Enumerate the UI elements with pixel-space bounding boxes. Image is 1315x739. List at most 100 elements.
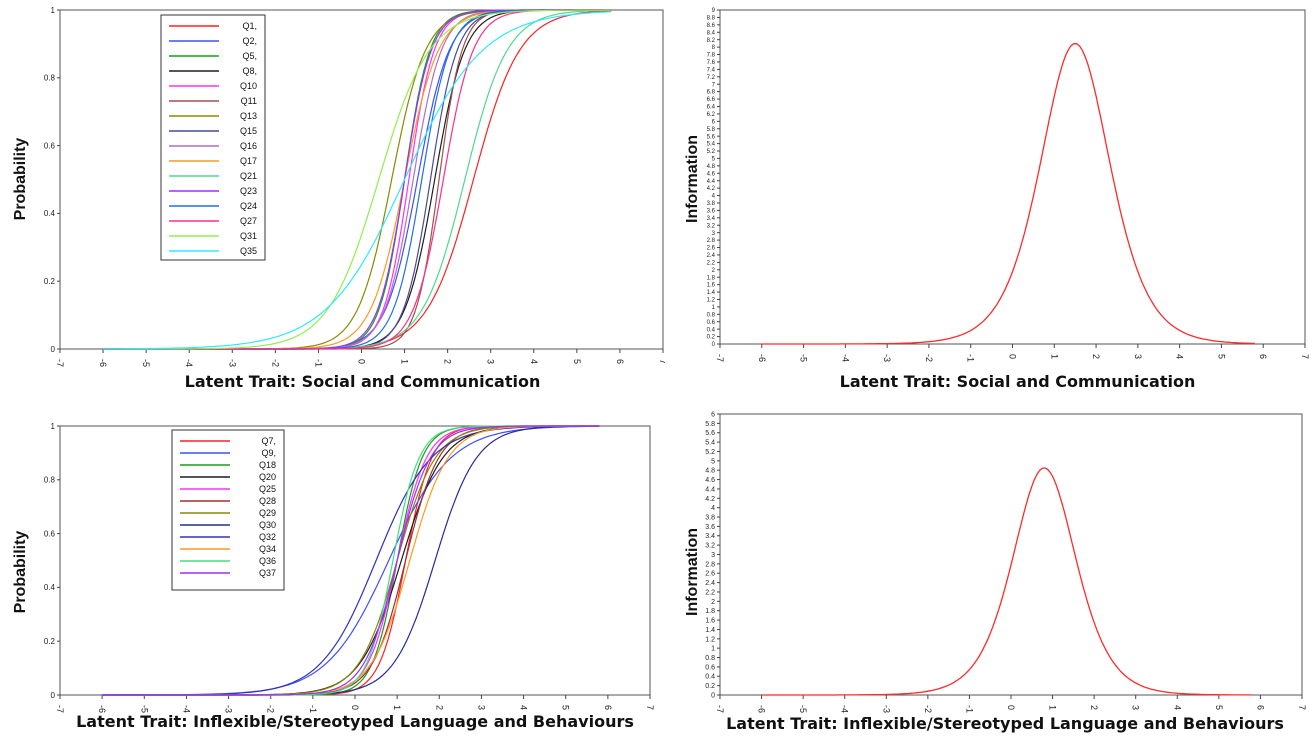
x-tick-label: 0 [350, 705, 360, 710]
plot-frame [720, 10, 1305, 344]
x-tick-label: 4 [1172, 705, 1182, 710]
legend-label: Q7, [261, 436, 276, 446]
y-tick-label: 5.8 [705, 421, 715, 428]
y-tick-label: 8.6 [707, 23, 716, 29]
legend-label: Q20 [259, 472, 276, 482]
icc-chart-inflexible: 00.20.40.60.81-7 -6 -5 -4 -3 -2 -1 0 1 2 3 4 5 6 7Q7,Q… [0, 408, 665, 739]
y-tick-label: 8.8 [707, 16, 716, 22]
y-tick-label: 4.8 [705, 468, 715, 475]
y-tick-label: 2.4 [707, 253, 716, 259]
x-tick-label: -7 [55, 359, 65, 367]
legend-label: Q21 [240, 171, 257, 181]
y-tick-label: 0.4 [44, 583, 56, 592]
x-tick-label: -2 [924, 354, 934, 362]
legend-label: Q16 [240, 141, 257, 151]
x-tick-label: -6 [757, 354, 767, 362]
y-tick-label: 5 [711, 458, 715, 465]
y-tick-label: 5.4 [705, 440, 715, 447]
y-tick-label: 0.2 [44, 637, 56, 646]
y-tick-label: 0.8 [44, 74, 56, 83]
x-tick-label: 3 [476, 705, 486, 710]
plot-frame [60, 10, 663, 349]
y-tick-label: 1.2 [705, 636, 715, 643]
x-tick-label: -2 [270, 359, 280, 367]
y-tick-label: 0.6 [44, 529, 56, 538]
legend-label: Q18 [259, 460, 276, 470]
plot-frame [720, 414, 1302, 695]
x-tick-label: 1 [1049, 354, 1059, 359]
y-tick-label: 4.4 [707, 179, 716, 185]
y-tick-label: 0.4 [707, 327, 716, 333]
y-tick-label: 0.2 [707, 335, 716, 341]
x-tick-label: -7 [715, 354, 725, 362]
y-tick-label: 7.4 [707, 67, 716, 73]
y-tick-label: 4.4 [705, 486, 715, 493]
y-tick-label: 2.6 [705, 571, 715, 578]
y-tick-label: 2.2 [707, 260, 716, 266]
x-tick-label: 6 [615, 359, 625, 364]
y-tick-label: 3 [712, 231, 716, 237]
y-tick-label: 2.6 [707, 246, 716, 252]
y-tick-label: 3.8 [707, 201, 716, 207]
y-tick-label: 2.8 [705, 561, 715, 568]
y-tick-label: 1.4 [705, 627, 715, 634]
y-tick-label: 5.2 [705, 449, 715, 456]
y-tick-label: 1.6 [707, 283, 716, 289]
y-tick-label: 2.8 [707, 238, 716, 244]
y-tick-label: 2.2 [705, 589, 715, 596]
x-tick-label: -5 [799, 354, 809, 362]
legend-label: Q2, [242, 36, 257, 46]
x-tick-label: 4 [519, 705, 529, 710]
y-tick-label: 1 [51, 422, 56, 431]
y-tick-label: 4.6 [707, 171, 716, 177]
y-tick-label: 3 [711, 552, 715, 559]
y-tick-label: 7.6 [707, 60, 716, 66]
y-tick-label: 5.2 [707, 149, 716, 155]
info-panel-inflexible: Information 0 0.2 0.4 0.6 0.8 1 1.2 1.4 1.6 1.8 2 2… [670, 408, 1315, 739]
legend-label: Q31 [240, 231, 257, 241]
plot-frame [60, 426, 650, 695]
y-tick-label: 3.8 [705, 514, 715, 521]
information-curve [762, 44, 1255, 344]
y-axis-title-icc1: Probability [12, 124, 30, 234]
x-axis-title-icc2: Latent Trait: Inflexible/Stereotyped Lan… [40, 712, 670, 731]
y-tick-label: 8.2 [707, 38, 716, 44]
legend-label: Q24 [240, 201, 257, 211]
legend: Q1, Q2, Q5, Q8, Q10 Q11 Q13 Q15 Q16 Q17 Q21 Q23 Q24 Q… [161, 15, 265, 260]
y-tick-label: 0.8 [44, 476, 56, 485]
y-tick-label: 0.4 [44, 209, 56, 218]
information-chart-social: 00.20.40.60.811.21.41.61.822.22.42.62.83… [670, 0, 1315, 372]
y-tick-label: 9 [712, 8, 716, 14]
legend-label: Q25 [259, 484, 276, 494]
legend-label: Q35 [240, 246, 257, 256]
y-tick-label: 0 [51, 691, 56, 700]
x-tick-label: 7 [1300, 354, 1310, 359]
y-tick-label: 2.4 [705, 580, 715, 587]
y-tick-label: 1 [51, 6, 56, 15]
y-tick-label: 7 [712, 82, 716, 88]
y-tick-label: 4 [712, 194, 716, 200]
legend-label: Q9, [261, 448, 276, 458]
y-tick-label: 6 [711, 411, 715, 418]
legend-label: Q10 [240, 81, 257, 91]
x-tick-label: 3 [1131, 705, 1141, 710]
x-tick-label: 4 [1175, 354, 1185, 359]
legend-label: Q32 [259, 532, 276, 542]
legend-label: Q5, [242, 51, 257, 61]
x-tick-label: 1 [1048, 705, 1058, 710]
y-tick-label: 5.6 [705, 430, 715, 437]
y-tick-label: 5.6 [707, 134, 716, 140]
y-tick-label: 6.4 [707, 105, 716, 111]
legend-label: Q11 [241, 96, 257, 106]
y-tick-label: 6 [712, 119, 716, 125]
x-tick-label: 0 [1006, 705, 1016, 710]
x-tick-label: 7 [658, 359, 665, 364]
y-tick-label: 3.6 [705, 524, 715, 531]
y-tick-label: 3.6 [707, 209, 716, 215]
x-tick-label: 7 [645, 705, 655, 710]
x-tick-label: -5 [141, 359, 151, 367]
y-tick-label: 7.8 [707, 53, 716, 59]
x-tick-label: 1 [400, 359, 410, 364]
y-tick-label: 0.2 [705, 683, 715, 690]
x-tick-label: -3 [882, 354, 892, 362]
